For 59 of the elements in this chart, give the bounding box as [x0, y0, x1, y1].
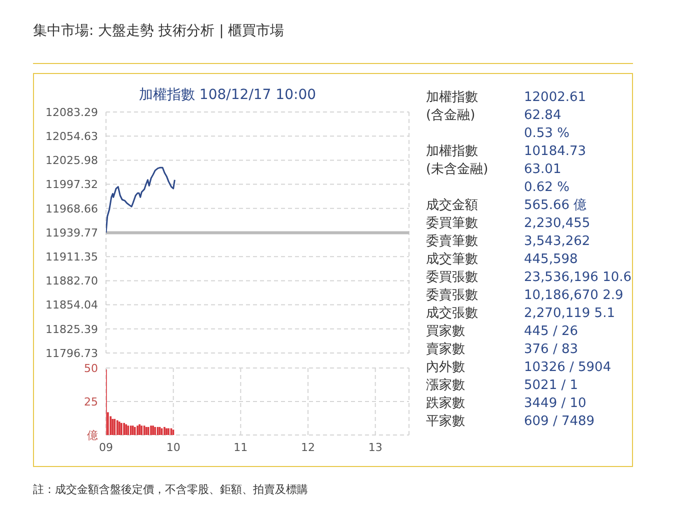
- text: 23,536,196 10.6: [524, 270, 632, 284]
- x-tick-label: 09: [99, 440, 113, 454]
- text: 0.62 %: [524, 180, 570, 194]
- text: 376 / 83: [524, 342, 578, 356]
- category-label: 成交筆數: [426, 251, 479, 268]
- category-label: 加權指數: [426, 143, 479, 160]
- text: 12002.61: [524, 90, 586, 104]
- category-label: (未含金融): [426, 161, 490, 178]
- chart-title: 加權指數 108/12/17 10:00: [138, 86, 318, 105]
- text: 10326 / 5904: [524, 360, 612, 374]
- x-tick-label: 13: [368, 440, 382, 454]
- y-tick-label: 11968.66: [46, 202, 98, 216]
- category-label: 跌家數: [426, 395, 466, 412]
- text: 62.84: [524, 108, 562, 122]
- y-tick-label: 11825.39: [46, 322, 98, 336]
- category-label: 委賣張數: [426, 287, 479, 304]
- category-label: 委賣筆數: [426, 233, 479, 250]
- y-tick-label: 11911.35: [46, 250, 98, 264]
- category-label: 內外數: [426, 359, 466, 376]
- category-label: 委買張數: [426, 269, 479, 286]
- category-label: 成交金額: [426, 197, 479, 214]
- text: 集中市場: 大盤走勢 技術分析 | 櫃買市場: [33, 22, 284, 40]
- category-label: 賣家數: [426, 341, 466, 358]
- y-tick-label: 11882.70: [46, 274, 98, 288]
- y-tick-label: 億: [87, 428, 98, 442]
- text: 3449 / 10: [524, 396, 586, 410]
- y-tick-label: 50: [84, 362, 98, 375]
- text: 609 / 7489: [524, 414, 595, 428]
- text: 63.01: [524, 162, 562, 176]
- category-label: (含金融): [426, 107, 476, 124]
- text: 565.66 億: [524, 198, 587, 213]
- text: 10184.73: [524, 144, 586, 158]
- x-tick-label: 11: [234, 440, 248, 454]
- text: 445,598: [524, 252, 578, 266]
- y-tick-label: 11939.77: [46, 226, 98, 240]
- y-tick-label: 11854.04: [46, 298, 98, 312]
- y-tick-label: 12083.29: [46, 106, 98, 119]
- line-series: [106, 166, 176, 234]
- x-tick-label: 10: [166, 440, 180, 454]
- y-tick-label: 12025.98: [46, 154, 98, 168]
- text: 445 / 26: [524, 324, 578, 338]
- text: 註：成交金額含盤後定價，不含零股、鉅額、拍賣及標購: [33, 482, 308, 497]
- y-tick-label: 11997.32: [46, 178, 98, 192]
- text: 0.53 %: [524, 126, 570, 140]
- text: 2,230,455: [524, 216, 590, 230]
- x-tick-label: 12: [301, 440, 315, 454]
- category-label: 加權指數: [426, 89, 479, 106]
- category-label: 買家數: [426, 323, 466, 340]
- y-tick-label: 11796.73: [46, 346, 98, 360]
- text: 5021 / 1: [524, 378, 578, 392]
- category-label: 漲家數: [426, 377, 466, 394]
- y-tick-label: 25: [84, 395, 98, 408]
- text: 10,186,670 2.9: [524, 288, 624, 302]
- category-label: 平家數: [426, 413, 466, 430]
- category-label: 委買筆數: [426, 215, 479, 232]
- text: 2,270,119 5.1: [524, 306, 615, 320]
- text: 3,543,262: [524, 234, 590, 248]
- category-label: 成交張數: [426, 305, 479, 322]
- y-tick-label: 12054.63: [46, 130, 98, 144]
